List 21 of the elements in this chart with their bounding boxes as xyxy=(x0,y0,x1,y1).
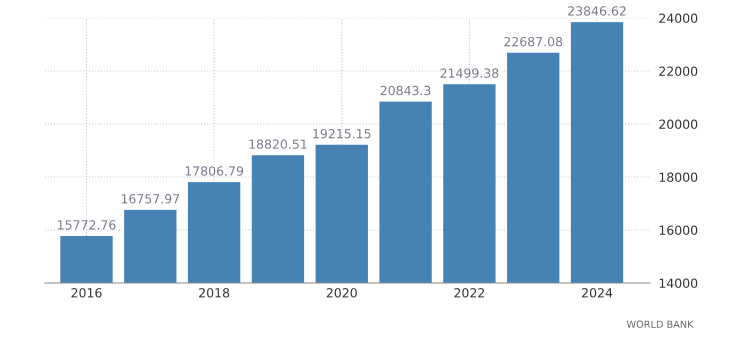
data-label: 18820.51 xyxy=(249,139,307,149)
data-label: 22687.08 xyxy=(504,36,562,46)
data-label: 20843.3 xyxy=(380,86,430,96)
x-tick-label: 2020 xyxy=(326,288,357,298)
data-label: 19215.15 xyxy=(313,128,370,138)
y-tick-label: 18000 xyxy=(660,172,698,182)
y-tick-label: 16000 xyxy=(660,225,698,235)
data-label: 16757.97 xyxy=(122,194,180,204)
text: WORLD BANK xyxy=(626,320,694,328)
x-tick-label: 2016 xyxy=(71,288,102,298)
y-tick-label: 14000 xyxy=(660,278,698,288)
y-tick-label: 24000 xyxy=(659,13,698,23)
x-tick-label: 2018 xyxy=(199,288,230,298)
x-tick-label: 2022 xyxy=(454,288,484,298)
x-tick-label: 2024 xyxy=(582,288,612,298)
data-label: 21499.38 xyxy=(440,68,498,78)
y-tick-label: 20000 xyxy=(659,119,698,129)
data-label: 15772.76 xyxy=(58,220,116,230)
data-label: 17806.79 xyxy=(186,166,244,176)
y-tick-label: 22000 xyxy=(659,66,698,76)
data-label: 23846.62 xyxy=(568,6,626,16)
